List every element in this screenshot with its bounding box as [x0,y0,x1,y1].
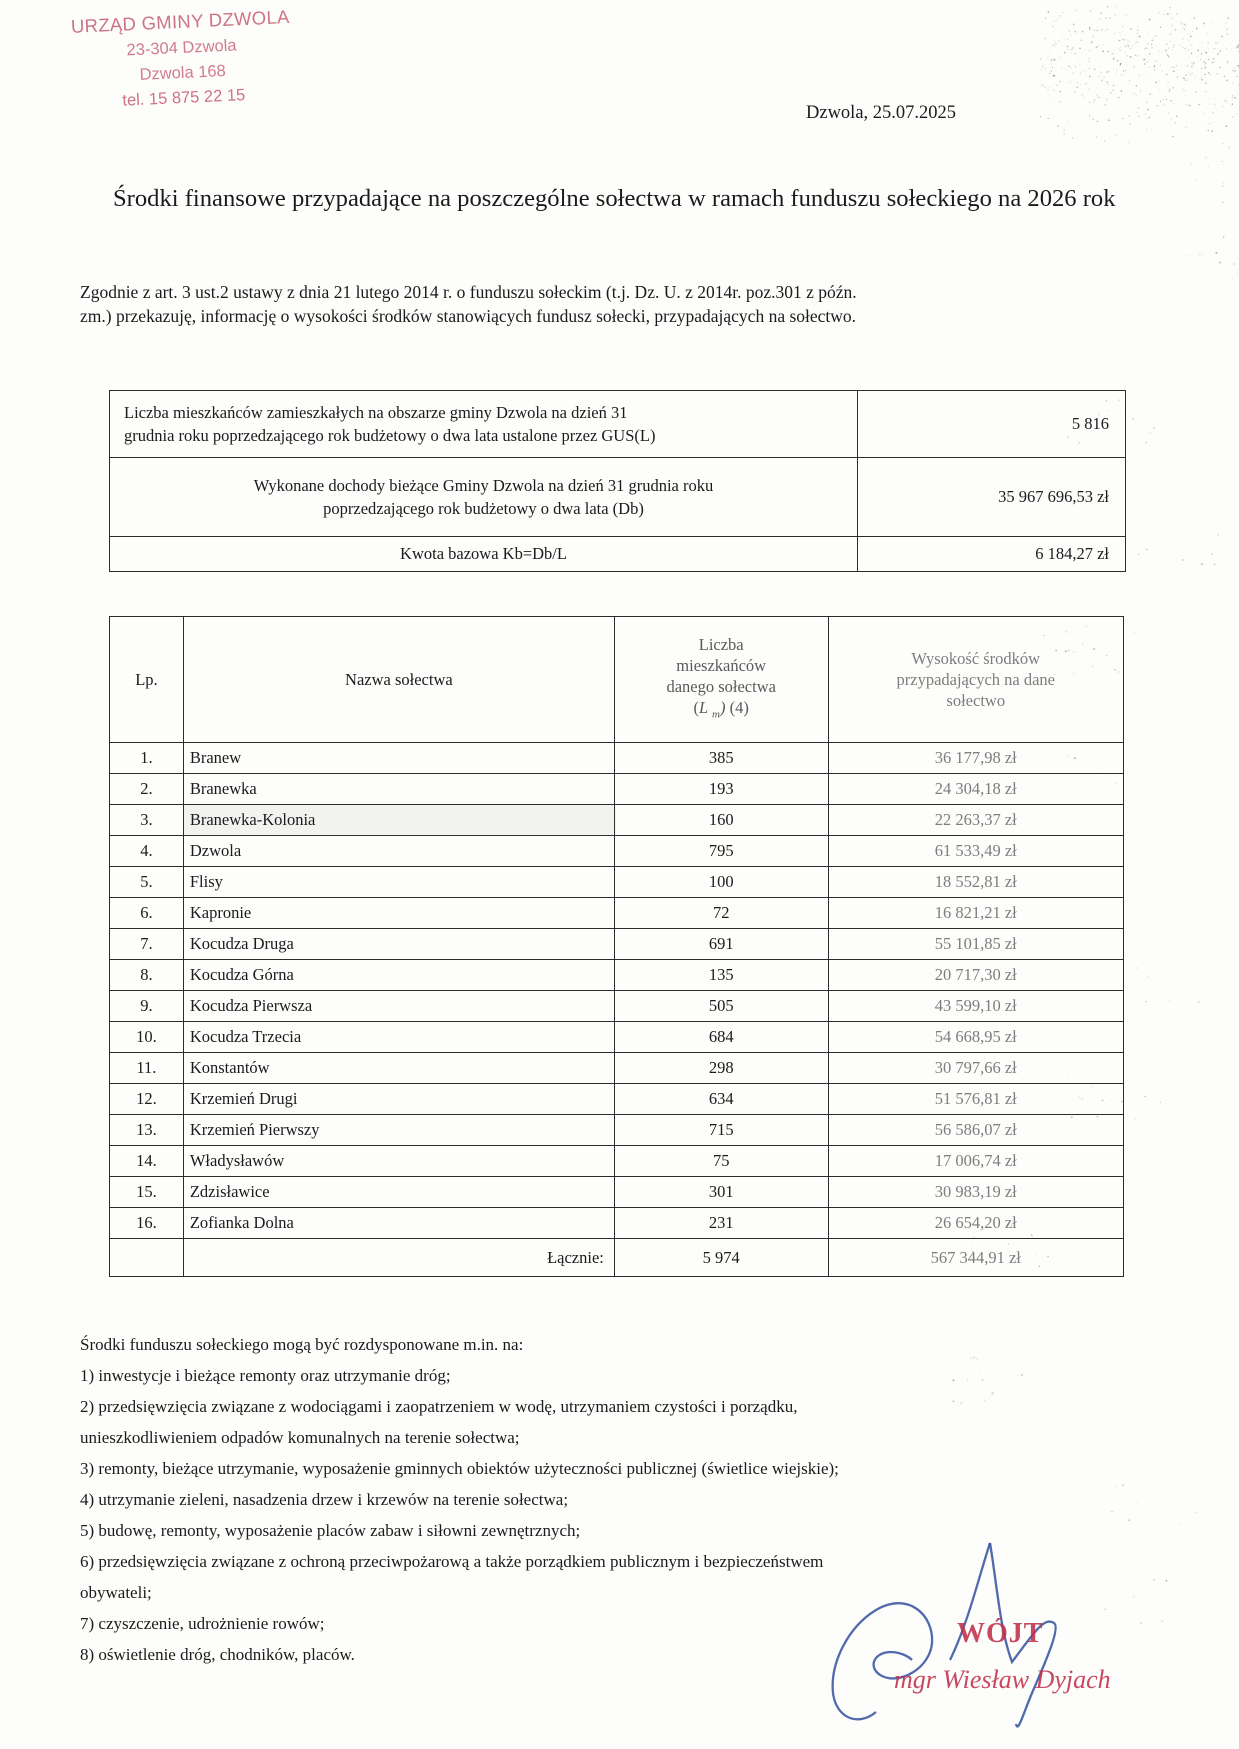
svg-text:mgr Wiesław Dyjach: mgr Wiesław Dyjach [894,1665,1111,1694]
svg-text:WÓJT: WÓJT [957,1618,1043,1649]
